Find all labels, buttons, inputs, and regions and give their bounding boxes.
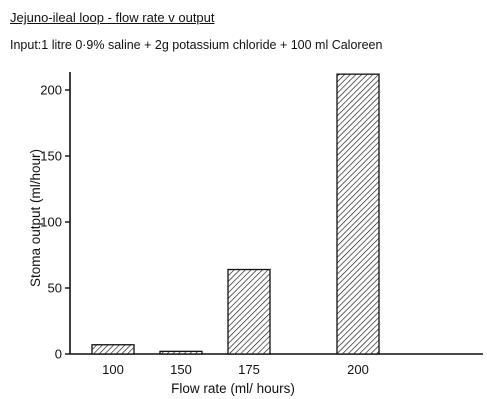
bar-200 bbox=[336, 73, 380, 355]
y-tick-label: 50 bbox=[48, 281, 62, 296]
x-tick-label: 200 bbox=[347, 362, 369, 377]
chart-subtitle: Input:1 litre 0·9% saline + 2g potassium… bbox=[10, 38, 383, 52]
y-tick-label: 150 bbox=[40, 149, 62, 164]
y-axis-label: Stoma output (ml/hour) bbox=[28, 149, 43, 287]
bar-150 bbox=[159, 350, 203, 355]
bar-100 bbox=[91, 344, 135, 355]
x-axis-label: Flow rate (ml/ hours) bbox=[171, 381, 295, 396]
x-tick-label: 100 bbox=[102, 362, 124, 377]
y-tick-label: 0 bbox=[55, 347, 62, 362]
x-tick-label: 150 bbox=[170, 362, 192, 377]
y-tick-label: 100 bbox=[40, 215, 62, 230]
chart-title: Jejuno-ileal loop - flow rate v output bbox=[10, 10, 215, 25]
bar-175 bbox=[227, 268, 271, 355]
x-tick-label: 175 bbox=[238, 362, 260, 377]
y-tick-label: 200 bbox=[40, 83, 62, 98]
